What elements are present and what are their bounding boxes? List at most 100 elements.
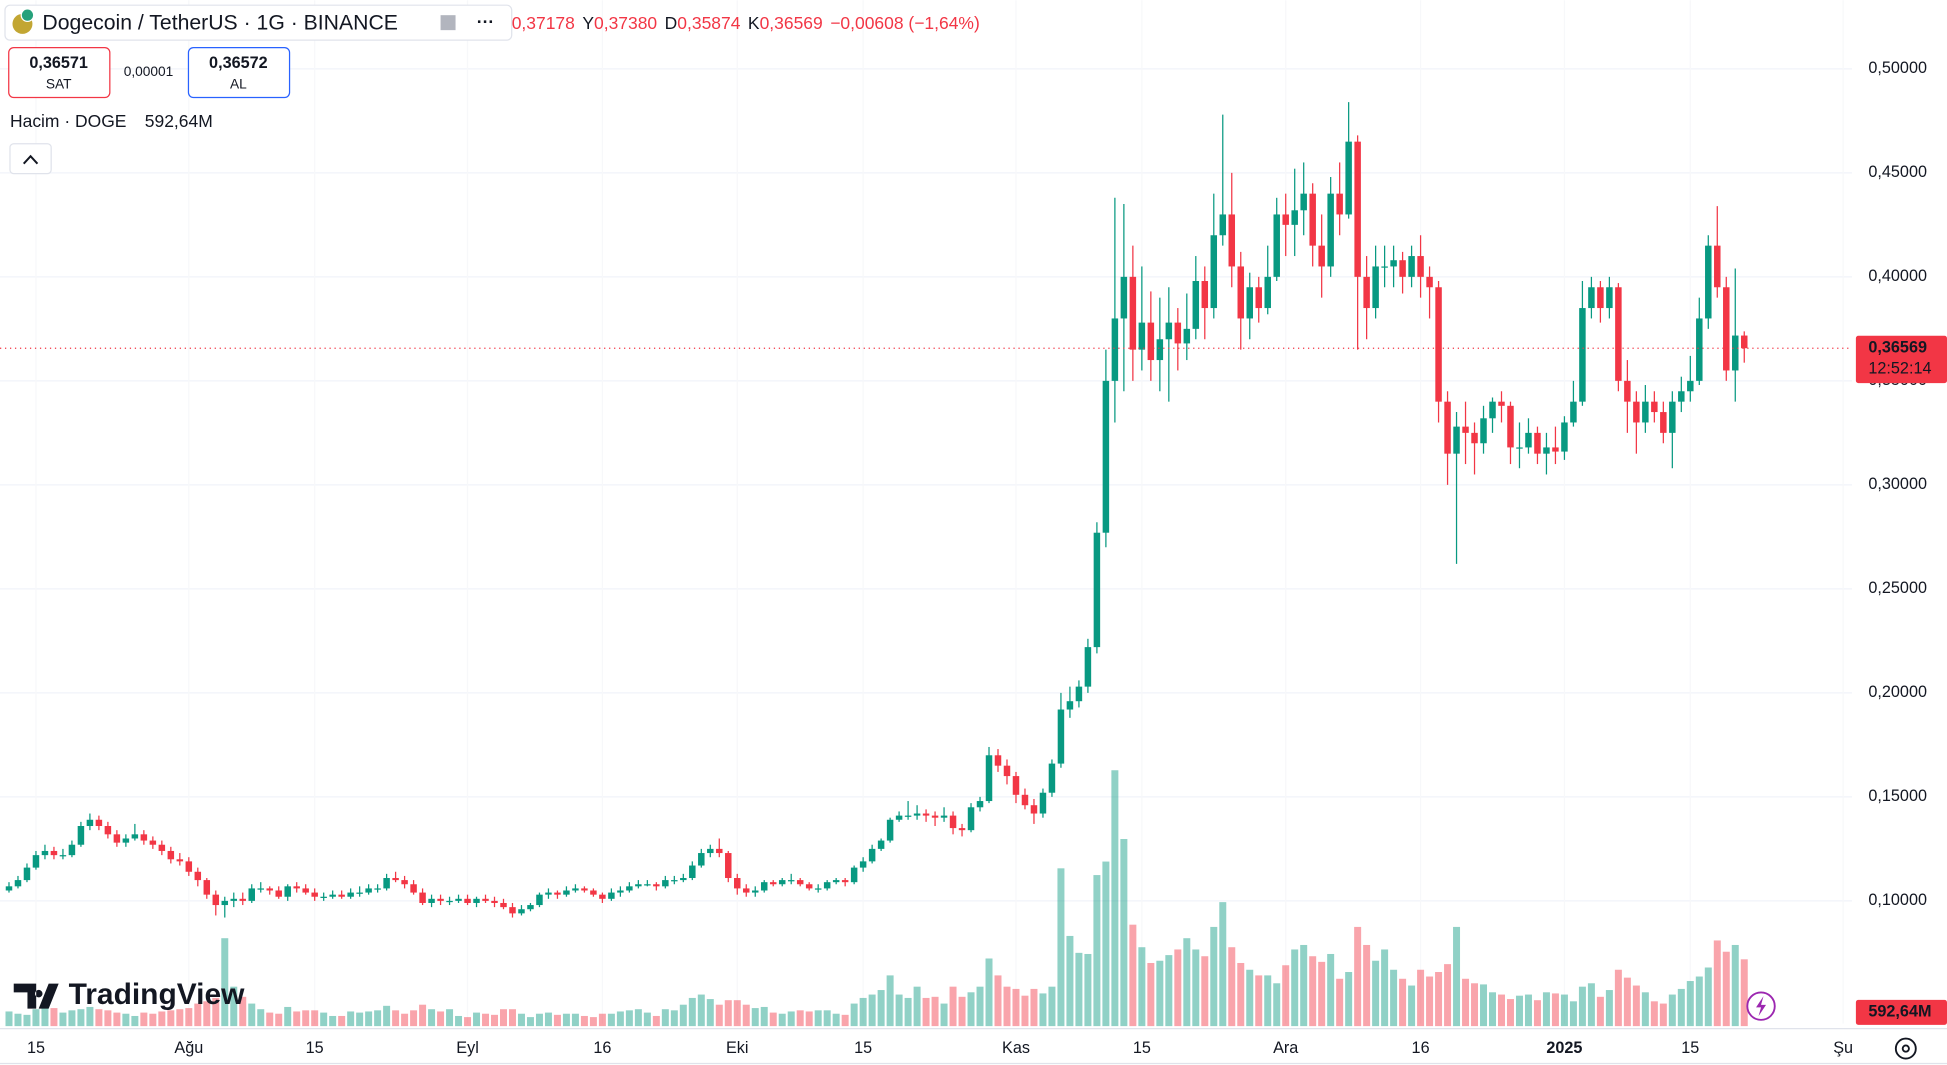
candle-body: [1462, 426, 1469, 433]
candle-body: [1543, 447, 1550, 454]
candle-body: [527, 905, 534, 910]
volume-bar: [50, 1008, 58, 1027]
candle-body: [1354, 141, 1361, 277]
candle-body: [769, 882, 777, 885]
volume-bar: [1363, 944, 1371, 1027]
volume-bar: [958, 996, 966, 1027]
x-tick-label: Ara: [1273, 1039, 1299, 1057]
candle-body: [662, 880, 669, 887]
candle-body: [14, 880, 22, 887]
volume-bar: [338, 1015, 346, 1027]
candle-body: [635, 884, 642, 887]
candle-body: [419, 892, 426, 903]
last-price-tag: [1855, 335, 1947, 384]
time-axis: 15 Ağu 15 Eyl 16 Eki 15 Kas 15 Ara 16 2025 15 Şu: [27, 1039, 1853, 1057]
candle-body: [1030, 805, 1038, 814]
ohlc-change: −0,00608 (−1,64%): [830, 13, 980, 33]
ohlc-value: 0,37380: [594, 13, 657, 33]
candle-body: [464, 898, 471, 903]
candle-body: [1300, 193, 1307, 211]
candle-body: [841, 880, 849, 883]
y-tick-label: 0,45000: [1868, 163, 1927, 181]
candle-body: [401, 880, 408, 885]
volume-bar: [491, 1014, 498, 1027]
volume-bar: [77, 1009, 85, 1027]
volume-bar: [455, 1015, 463, 1027]
x-tick-label: 15: [854, 1039, 872, 1057]
volume-bar: [1273, 983, 1281, 1027]
x-tick-label: Şu: [1833, 1039, 1853, 1057]
candle-body: [104, 826, 112, 835]
volume-bar: [778, 1013, 786, 1027]
buy-button[interactable]: [187, 46, 291, 99]
collapse-button[interactable]: [9, 143, 52, 175]
candle-body: [1075, 686, 1083, 702]
sell-button[interactable]: [8, 46, 111, 99]
candle-body: [1084, 647, 1092, 687]
x-tick-label: Eyl: [456, 1039, 479, 1057]
volume-tag-label: 592,64M: [1868, 1003, 1931, 1021]
volume-bar: [1596, 996, 1604, 1027]
volume-bar: [1740, 959, 1748, 1027]
volume-bar: [1731, 944, 1739, 1027]
volume-bar: [230, 986, 238, 1027]
volume-bar: [392, 1010, 400, 1027]
volume-bar: [1641, 992, 1649, 1027]
candle-body: [1489, 401, 1496, 419]
candle-body: [446, 900, 453, 903]
flag-icon[interactable]: [440, 15, 456, 31]
candle-body: [1561, 422, 1568, 452]
candle-body: [302, 888, 309, 893]
candle-body: [518, 909, 525, 914]
candle-body: [904, 815, 912, 817]
candle-body: [1435, 287, 1442, 402]
settings-icon[interactable]: [1894, 1037, 1917, 1060]
candle-body: [859, 861, 867, 868]
candle-body: [1381, 266, 1388, 268]
lightning-icon: [1756, 996, 1767, 1017]
candle-body: [716, 848, 723, 854]
more-icon[interactable]: ···: [477, 11, 494, 31]
x-tick-label: Kas: [1002, 1039, 1030, 1057]
candle-body: [1399, 260, 1406, 277]
volume-bar: [832, 1013, 840, 1027]
candle-body: [868, 848, 876, 862]
candle-body: [1669, 401, 1676, 433]
candle-body: [1273, 214, 1280, 277]
volume-bar: [589, 1017, 597, 1027]
logo-text: TradingView: [69, 978, 246, 1011]
volume-bar: [715, 1004, 723, 1027]
candle-body: [50, 850, 58, 856]
candle-body: [778, 880, 786, 885]
candle-body: [1165, 322, 1173, 340]
candle-body: [1255, 287, 1262, 309]
y-tick-label: 0,25000: [1868, 579, 1927, 597]
volume-bar: [670, 1010, 678, 1027]
candle-body: [1336, 193, 1343, 215]
candle-body: [895, 815, 903, 820]
volume-bar: [742, 1004, 750, 1027]
candle-body: [1129, 276, 1137, 350]
volume-bar: [329, 1015, 337, 1027]
volume-bar: [985, 958, 993, 1027]
candle-body: [1228, 214, 1236, 267]
candle-body: [572, 888, 579, 891]
volume-bar: [913, 986, 921, 1027]
volume-bar: [697, 994, 705, 1027]
y-tick-label: 0,50000: [1868, 59, 1927, 77]
volume-bar: [1498, 994, 1505, 1027]
volume-bar: [1021, 995, 1029, 1027]
candle-body: [823, 882, 831, 889]
volume-bar: [760, 1006, 768, 1027]
volume-bar: [1201, 956, 1209, 1027]
symbol-box[interactable]: [4, 4, 513, 41]
candles: [0, 102, 1853, 918]
candle-body: [1201, 281, 1209, 309]
candle-body: [158, 844, 166, 851]
volume-bar: [86, 1006, 94, 1027]
candle-body: [1021, 794, 1029, 806]
volume-bar: [1551, 993, 1559, 1027]
candle-body: [1291, 210, 1298, 225]
candle-body: [293, 886, 300, 889]
